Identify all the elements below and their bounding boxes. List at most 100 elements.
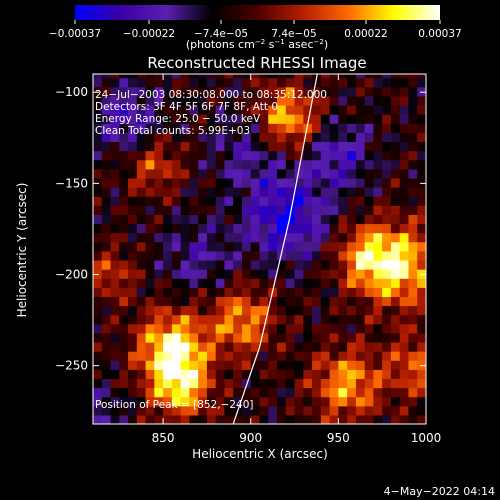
heatmap-cell bbox=[224, 369, 234, 380]
plot-frame bbox=[92, 73, 427, 425]
heatmap-cell bbox=[355, 396, 366, 407]
heatmap-cell bbox=[241, 123, 252, 133]
heatmap-cell bbox=[268, 387, 278, 398]
heatmap-cell bbox=[320, 369, 331, 380]
heatmap-cell bbox=[145, 341, 155, 352]
colorbar-tick-label: 7.4e−05 bbox=[271, 28, 316, 40]
y-tick-label: −150 bbox=[55, 176, 88, 190]
heatmap-cell bbox=[198, 360, 208, 370]
heatmap-cell bbox=[408, 323, 418, 334]
heatmap-cell bbox=[347, 141, 357, 152]
heatmap-cell bbox=[355, 214, 366, 225]
heatmap-cell bbox=[329, 168, 339, 179]
heatmap-cell bbox=[145, 351, 155, 361]
heatmap-cell bbox=[128, 351, 138, 361]
heatmap-cell bbox=[277, 77, 287, 88]
heatmap-cell bbox=[241, 95, 252, 106]
heatmap-cell bbox=[347, 205, 357, 215]
heatmap-cell bbox=[154, 278, 164, 288]
heatmap-cell bbox=[329, 150, 339, 161]
heatmap-cell bbox=[93, 86, 103, 97]
heatmap-cell bbox=[180, 123, 190, 133]
heatmap-cell bbox=[119, 259, 129, 270]
heatmap-cell bbox=[110, 141, 120, 152]
heatmap-cell bbox=[224, 269, 234, 279]
heatmap-cell bbox=[294, 405, 304, 416]
heatmap-cell bbox=[215, 250, 226, 261]
heatmap-cell bbox=[136, 414, 147, 424]
heatmap-cell bbox=[163, 269, 173, 279]
heatmap-cell bbox=[189, 168, 199, 179]
heatmap-cell bbox=[93, 323, 103, 334]
heatmap-cell bbox=[206, 86, 217, 97]
chart-title: Reconstructed RHESSI Image bbox=[147, 54, 366, 72]
heatmap-cell bbox=[215, 114, 226, 124]
heatmap-cell bbox=[355, 369, 366, 380]
heatmap-cell bbox=[259, 205, 269, 215]
heatmap-cell bbox=[355, 104, 366, 115]
heatmap-cell bbox=[215, 378, 226, 389]
heatmap-cell bbox=[347, 287, 357, 297]
heatmap-cell bbox=[329, 387, 339, 398]
heatmap-cell bbox=[417, 168, 426, 179]
heatmap-cell bbox=[277, 369, 287, 380]
heatmap-cell bbox=[390, 296, 401, 307]
heatmap-cell bbox=[259, 341, 269, 352]
heatmap-cell bbox=[320, 305, 331, 316]
heatmap-cell bbox=[364, 296, 375, 307]
heatmap-cell bbox=[110, 86, 120, 97]
heatmap-cell bbox=[294, 141, 304, 152]
heatmap-cell bbox=[373, 187, 383, 197]
heatmap-cell bbox=[198, 141, 208, 152]
heatmap-cell bbox=[277, 177, 287, 188]
heatmap-cell bbox=[268, 269, 278, 279]
heatmap-cell bbox=[241, 187, 252, 197]
heatmap-cell bbox=[110, 114, 120, 124]
heatmap-cell bbox=[347, 278, 357, 288]
heatmap-cell bbox=[198, 305, 208, 316]
heatmap-cell bbox=[399, 259, 410, 270]
heatmap-cell bbox=[417, 187, 426, 197]
heatmap-cell bbox=[338, 405, 348, 416]
heatmap-cell bbox=[163, 305, 173, 316]
heatmap-cell bbox=[250, 77, 261, 88]
heatmap-cell bbox=[163, 351, 173, 361]
heatmap-cell bbox=[259, 250, 269, 261]
heatmap-cell bbox=[355, 241, 366, 252]
heatmap-cell bbox=[224, 241, 234, 252]
heatmap-cell bbox=[329, 378, 339, 389]
heatmap-cell bbox=[198, 405, 208, 416]
heatmap-cell bbox=[128, 205, 138, 215]
heatmap-cell bbox=[171, 77, 182, 88]
heatmap-cell bbox=[364, 187, 375, 197]
heatmap-cell bbox=[320, 314, 331, 325]
heatmap-cell bbox=[215, 405, 226, 416]
heatmap-cell bbox=[373, 360, 383, 370]
heatmap-cell bbox=[294, 387, 304, 398]
heatmap-cell bbox=[119, 86, 129, 97]
heatmap-cell bbox=[294, 104, 304, 115]
heatmap-cell bbox=[241, 396, 252, 407]
heatmap-cell bbox=[399, 74, 410, 79]
heatmap-cell bbox=[198, 341, 208, 352]
heatmap-cell bbox=[233, 351, 243, 361]
heatmap-cell bbox=[417, 341, 426, 352]
heatmap-cell bbox=[259, 360, 269, 370]
heatmap-cell bbox=[110, 250, 120, 261]
heatmap-cell bbox=[364, 360, 375, 370]
heatmap-cell bbox=[189, 95, 199, 106]
heatmap-cell bbox=[320, 405, 331, 416]
heatmap-cell bbox=[93, 132, 103, 143]
heatmap-cell bbox=[399, 168, 410, 179]
heatmap-cell bbox=[303, 123, 313, 133]
heatmap-cell bbox=[198, 223, 208, 234]
heatmap-cell bbox=[399, 278, 410, 288]
heatmap-cell bbox=[250, 414, 261, 424]
heatmap-cell bbox=[136, 287, 147, 297]
heatmap-cell bbox=[250, 141, 261, 152]
heatmap-cell bbox=[355, 123, 366, 133]
heatmap-cell bbox=[154, 305, 164, 316]
heatmap-cell bbox=[136, 259, 147, 270]
heatmap-cell bbox=[329, 332, 339, 343]
heatmap-cell bbox=[110, 278, 120, 288]
